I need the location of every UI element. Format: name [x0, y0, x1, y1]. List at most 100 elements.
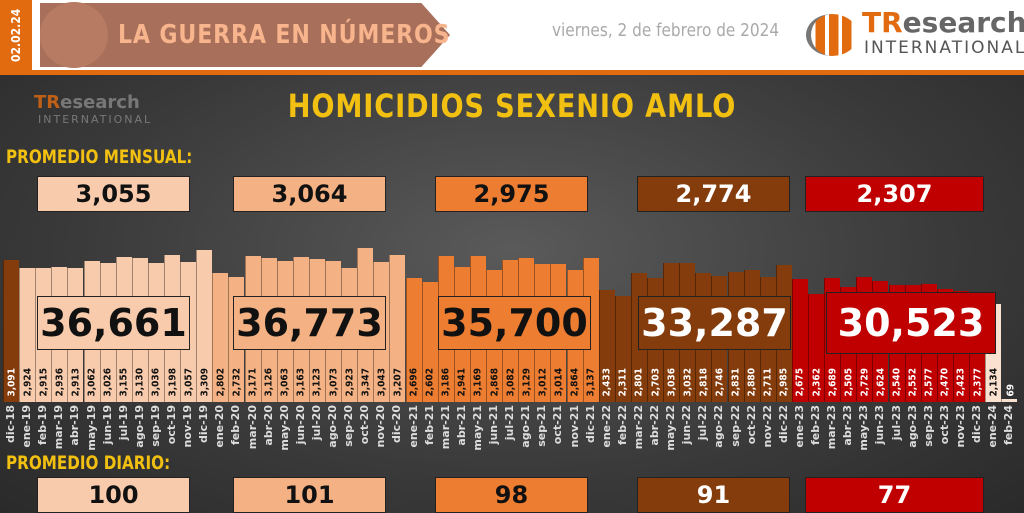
bar-value-label: 2,696 — [408, 368, 420, 397]
month-text: abr-20 — [261, 405, 275, 446]
bar-value-label: 2,880 — [746, 368, 758, 397]
bar-value-label: 2,915 — [38, 368, 50, 397]
month-text: abr-19 — [68, 405, 82, 446]
bar-value-label: 3,012 — [537, 368, 549, 397]
month-tick-label: sep-21 — [534, 405, 550, 473]
month-tick-label: ago-19 — [132, 405, 148, 473]
month-tick-label: oct-22 — [744, 405, 760, 473]
bar-value-label: 2,913 — [70, 368, 82, 397]
month-tick-label: ene-22 — [599, 405, 615, 473]
bar-value-label: 2,801 — [633, 368, 645, 397]
month-tick-label: abr-20 — [261, 405, 277, 473]
month-text: ene-20 — [213, 405, 227, 448]
period-total-box: 36,773 — [233, 296, 386, 350]
bar-value-label: 3,026 — [102, 368, 114, 397]
bar-value-label: 3,014 — [553, 368, 565, 397]
bar-dic-20: 3,207 — [389, 254, 406, 402]
month-tick-label: jun-23 — [872, 405, 888, 473]
month-text: oct-21 — [551, 405, 565, 445]
bar-value-label: 2,602 — [424, 368, 436, 397]
month-tick-label: jul-22 — [695, 405, 711, 473]
month-text: nov-23 — [953, 405, 967, 448]
banner-title: LA GUERRA EN NÚMEROS — [118, 20, 451, 50]
month-text: jul-20 — [309, 405, 323, 441]
month-text: feb-24 — [1002, 405, 1016, 445]
bar-ene-23: 2,675 — [791, 279, 808, 402]
month-text: sep-21 — [535, 405, 549, 447]
bar-value-label: 2,470 — [939, 368, 951, 397]
month-text: may-23 — [857, 405, 871, 451]
bar-ene-22: 2,433 — [598, 290, 615, 402]
bar-value-label: 2,703 — [650, 368, 662, 397]
month-text: abr-22 — [648, 405, 661, 446]
month-tick-label: ene-21 — [406, 405, 422, 473]
month-text: jul-23 — [889, 405, 903, 441]
month-text: feb-22 — [615, 405, 629, 445]
bar-value-label: 3,063 — [279, 368, 291, 397]
month-text: jun-22 — [680, 405, 694, 445]
period-total-box: 36,661 — [37, 296, 190, 350]
date-stamp: 02.02.24 — [0, 0, 32, 70]
bar-ene-19: 2,924 — [19, 267, 36, 402]
month-text: may-19 — [84, 405, 98, 451]
daily-average-label: PROMEDIO DIARIO: — [6, 452, 171, 474]
month-tick-label: oct-23 — [937, 405, 953, 473]
month-text: dic-19 — [197, 405, 211, 444]
bar-value-label: 2,552 — [907, 368, 919, 397]
month-tick-label: sep-23 — [921, 405, 937, 473]
month-tick-label: abr-19 — [67, 405, 83, 473]
month-text: nov-19 — [181, 405, 195, 448]
month-text: mar-22 — [631, 405, 645, 450]
logo-tr: TR — [34, 92, 61, 113]
bar-value-label: 2,729 — [859, 368, 871, 397]
month-text: may-21 — [470, 405, 484, 451]
daily-average-box: 101 — [233, 477, 386, 513]
bar-value-label: 3,309 — [199, 368, 211, 397]
month-text: dic-23 — [970, 405, 983, 444]
month-tick-label: mar-23 — [824, 405, 840, 473]
bar-value-label: 2,936 — [54, 368, 66, 397]
month-tick-label: sep-20 — [341, 405, 357, 473]
month-text: feb-20 — [229, 405, 243, 445]
bar-feb-22: 2,311 — [614, 295, 631, 402]
month-text: dic-18 — [4, 405, 17, 444]
bar-feb-21: 2,602 — [421, 282, 438, 402]
date-text: viernes, 2 de febrero de 2024 — [552, 20, 780, 41]
bar-value-label: 2,868 — [489, 368, 501, 397]
month-text: may-22 — [664, 405, 678, 451]
bar-value-label: 3,155 — [118, 368, 130, 397]
month-text: mar-23 — [825, 405, 839, 450]
month-text: ene-22 — [599, 405, 613, 448]
month-tick-label: sep-19 — [148, 405, 164, 473]
month-tick-label: jun-22 — [679, 405, 695, 473]
month-text: ago-21 — [519, 405, 533, 448]
month-tick-label: feb-19 — [35, 405, 51, 473]
month-tick-label: jul-19 — [116, 405, 132, 473]
chart-bars-icon — [806, 14, 858, 56]
daily-average-box: 77 — [805, 477, 984, 513]
month-tick-label: dic-20 — [389, 405, 405, 473]
bar-value-label: 3,163 — [295, 368, 307, 397]
mexico-map-icon — [40, 2, 108, 68]
month-tick-label: oct-19 — [164, 405, 180, 473]
month-text: sep-23 — [921, 405, 935, 447]
bar-value-label: 3,036 — [150, 368, 162, 397]
bar-value-label: 2,941 — [456, 368, 468, 397]
month-tick-label: abr-22 — [647, 405, 663, 473]
bar-value-label: 2,377 — [972, 368, 984, 397]
month-text: ago-23 — [905, 405, 919, 448]
month-tick-label: abr-21 — [454, 405, 470, 473]
month-tick-label: mar-19 — [51, 405, 67, 473]
bar-value-label: 2,311 — [617, 368, 629, 397]
bar-value-label: 2,689 — [827, 368, 839, 397]
bar-value-label: 2,624 — [875, 368, 887, 397]
title-banner — [40, 3, 450, 67]
month-text: sep-19 — [148, 405, 162, 447]
period-total-box: 30,523 — [826, 292, 996, 354]
bar-value-label: 2,923 — [344, 368, 356, 397]
monthly-average-box: 3,064 — [233, 176, 386, 212]
bar-value-label: 2,711 — [762, 368, 774, 397]
monthly-average-box: 2,774 — [637, 176, 790, 212]
monthly-average-box: 3,055 — [37, 176, 190, 212]
month-text: jun-19 — [100, 405, 114, 445]
